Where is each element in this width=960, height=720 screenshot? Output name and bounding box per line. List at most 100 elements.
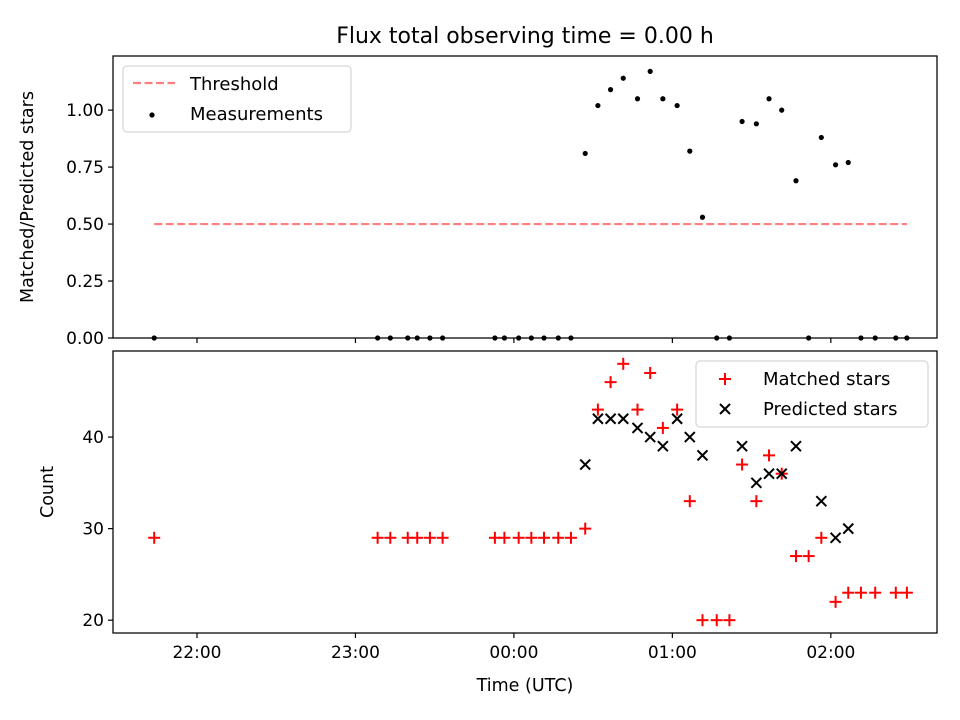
matched-star-point bbox=[829, 595, 842, 608]
matched-star-point bbox=[552, 531, 565, 544]
predicted-star-point bbox=[750, 477, 763, 489]
matched-star-point bbox=[854, 586, 867, 599]
predicted-star-point bbox=[763, 467, 775, 480]
matched-star-point bbox=[671, 403, 684, 416]
ratio-y-axis-label: Matched/Predicted stars bbox=[18, 91, 38, 303]
matched-star-point bbox=[579, 522, 592, 535]
matched-star-point bbox=[498, 531, 511, 544]
measurement-point bbox=[647, 68, 653, 74]
x-tick-label: 22:00 bbox=[172, 643, 221, 663]
ratio-y-tick-label: 0.25 bbox=[66, 272, 104, 292]
matched-star-point bbox=[148, 531, 161, 544]
measurement-point bbox=[595, 102, 601, 109]
predicted-star-point bbox=[592, 413, 604, 425]
measurement-point bbox=[739, 118, 745, 125]
x-axis-label: Time (UTC) bbox=[476, 676, 574, 696]
predicted-star-point bbox=[736, 440, 748, 452]
matched-star-point bbox=[736, 458, 749, 471]
count-panel-frame bbox=[112, 350, 938, 634]
matched-star-point bbox=[525, 531, 538, 544]
measurement-point bbox=[687, 148, 693, 154]
measurement-point bbox=[779, 107, 785, 113]
count-legend: Matched stars Predicted stars bbox=[695, 360, 929, 428]
matched-star-point bbox=[617, 357, 630, 370]
matched-star-point bbox=[631, 403, 644, 416]
matched-star-point bbox=[750, 495, 763, 508]
predicted-star-point bbox=[815, 495, 828, 507]
x-tick-label: 23:00 bbox=[331, 643, 380, 663]
ratio-y-tick-label: 0.00 bbox=[66, 329, 104, 349]
count-y-tick-label: 20 bbox=[82, 611, 104, 631]
predicted-star-point bbox=[644, 431, 656, 443]
matched-star-point bbox=[423, 531, 436, 544]
count-panel: 20 30 40 22:00 23:00 00:00 01:00 02:00 Count Ma… bbox=[38, 350, 938, 663]
matched-star-point bbox=[644, 366, 657, 379]
matched-star-point bbox=[889, 586, 902, 599]
matched-legend-swatch bbox=[719, 373, 731, 385]
x-tick-label: 02:00 bbox=[806, 643, 855, 663]
matched-star-point bbox=[591, 403, 604, 416]
ratio-y-tick-label: 0.50 bbox=[66, 215, 104, 235]
predicted-star-point bbox=[617, 413, 629, 425]
matched-star-point bbox=[842, 586, 855, 599]
count-points bbox=[148, 357, 913, 627]
measurement-point bbox=[753, 121, 759, 127]
ratio-panel-axes: 0.00 0.25 0.50 0.75 1.00 bbox=[66, 101, 832, 349]
measurement-point bbox=[699, 214, 706, 220]
matched-star-point bbox=[696, 614, 709, 627]
matched-star-point bbox=[710, 614, 723, 627]
predicted-star-point bbox=[657, 440, 669, 452]
matched-star-point bbox=[512, 531, 525, 544]
measurement-point bbox=[845, 159, 851, 166]
measurement-point bbox=[766, 96, 772, 102]
predicted-star-point bbox=[604, 413, 617, 425]
matched-star-point bbox=[815, 531, 828, 544]
matched-star-point bbox=[656, 421, 669, 434]
predicted-star-point bbox=[829, 532, 842, 544]
measurement-point bbox=[634, 96, 641, 102]
matched-star-point bbox=[384, 531, 397, 544]
ratio-y-tick-label: 0.75 bbox=[66, 158, 104, 178]
count-legend-box bbox=[695, 360, 929, 428]
matched-legend-label: Matched stars bbox=[763, 369, 890, 390]
count-y-axis-label: Count bbox=[38, 466, 58, 518]
measurements-legend-label: Measurements bbox=[190, 104, 323, 125]
matched-star-point bbox=[683, 495, 696, 508]
ratio-y-tick-label: 1.00 bbox=[66, 101, 104, 121]
matched-star-point bbox=[538, 531, 551, 544]
matched-star-point bbox=[723, 614, 736, 627]
count-y-tick-label: 30 bbox=[82, 520, 104, 540]
x-tick-label: 00:00 bbox=[489, 643, 538, 663]
predicted-legend-label: Predicted stars bbox=[763, 399, 897, 420]
predicted-legend-swatch bbox=[719, 403, 731, 415]
matched-star-point bbox=[564, 531, 577, 544]
predicted-star-point bbox=[579, 458, 591, 471]
measurement-point bbox=[674, 102, 680, 109]
measurement-point bbox=[832, 162, 839, 168]
count-panel-axes: 20 30 40 22:00 23:00 00:00 01:00 02:00 bbox=[82, 428, 855, 663]
measurement-point bbox=[582, 150, 588, 157]
measurement-point bbox=[793, 178, 799, 184]
measurement-point bbox=[620, 75, 626, 81]
measurement-point bbox=[607, 87, 614, 93]
ratio-legend: Threshold Measurements bbox=[122, 65, 352, 133]
matched-star-point bbox=[869, 586, 882, 599]
matched-star-point bbox=[763, 449, 776, 462]
matched-star-point bbox=[371, 531, 384, 544]
x-tick-label: 01:00 bbox=[648, 643, 697, 663]
measurement-point bbox=[660, 96, 666, 102]
predicted-star-point bbox=[776, 467, 788, 480]
ratio-panel: 0.00 0.25 0.50 0.75 1.00 Matched/Predicted s… bbox=[18, 55, 938, 349]
predicted-star-point bbox=[790, 440, 802, 452]
matched-star-point bbox=[604, 376, 617, 389]
matched-star-point bbox=[900, 586, 913, 599]
ratio-panel-frame bbox=[112, 55, 938, 339]
matched-star-point bbox=[789, 550, 802, 563]
ratio-legend-box bbox=[122, 65, 352, 133]
matched-star-point bbox=[436, 531, 449, 544]
chart-title: Flux total observing time = 0.00 h bbox=[336, 24, 714, 49]
matched-star-point bbox=[802, 550, 815, 563]
predicted-star-point bbox=[671, 413, 683, 425]
threshold-legend-label: Threshold bbox=[189, 74, 279, 95]
